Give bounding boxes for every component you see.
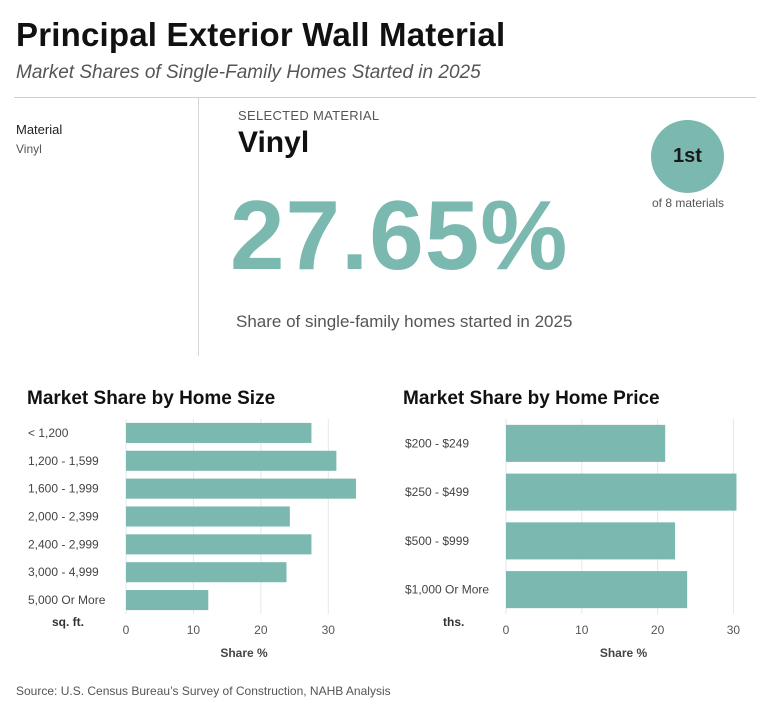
category-label: 1,600 - 1,999 (28, 482, 99, 496)
page-subtitle: Market Shares of Single-Family Homes Sta… (16, 62, 481, 83)
category-label: $500 - $999 (405, 534, 469, 548)
category-axis-label: sq. ft. (52, 615, 84, 629)
x-tick-label: 10 (187, 623, 201, 637)
x-axis-title: Share % (220, 646, 268, 660)
bar[interactable]: 1,600 - 1,999: 34.1 (126, 478, 356, 499)
category-label: 2,000 - 2,399 (28, 510, 99, 524)
x-tick-label: 30 (727, 623, 741, 637)
category-label: < 1,200 (28, 426, 69, 440)
home-size-bar-chart: 0 10 20 30 < 1,200 < 1,200: 27.5 1,200 - 1,599… (28, 419, 356, 660)
material-filter-label: Material (16, 122, 63, 137)
category-label: $250 - $499 (405, 485, 469, 499)
x-axis-title: Share % (600, 646, 648, 660)
bar[interactable]: 2,000 - 2,399: 24.3 (126, 506, 290, 527)
bar[interactable]: $200 - $249: 21 (506, 424, 666, 462)
x-tick-label: 0 (123, 623, 130, 637)
category-axis-label: ths. (443, 615, 464, 629)
bar[interactable]: $500 - $999: 22.3 (506, 522, 676, 560)
selected-share-value: 27.65% (230, 180, 569, 290)
page-title: Principal Exterior Wall Material (16, 16, 506, 53)
rank-value: 1st (673, 145, 702, 167)
x-tick-label: 20 (254, 623, 268, 637)
bar[interactable]: 5,000 Or More: 12.2 (126, 590, 209, 611)
category-label: 2,400 - 2,999 (28, 537, 99, 551)
header-divider (14, 97, 756, 98)
x-tick-label: 20 (651, 623, 665, 637)
category-label: 5,000 Or More (28, 593, 106, 607)
x-tick-label: 0 (503, 623, 510, 637)
category-label: 1,200 - 1,599 (28, 454, 99, 468)
selected-share-caption: Share of single-family homes started in … (236, 312, 573, 331)
x-tick-label: 30 (322, 623, 336, 637)
selected-material-label: SELECTED MATERIAL (238, 108, 380, 123)
x-tick-label: 10 (575, 623, 589, 637)
bar[interactable]: 3,000 - 4,999: 23.8 (126, 562, 287, 583)
bar[interactable]: $250 - $499: 30.4 (506, 473, 737, 511)
source-note: Source: U.S. Census Bureau’s Survey of C… (16, 684, 391, 698)
selected-material-name: Vinyl (238, 126, 310, 159)
home-size-chart-title: Market Share by Home Size (27, 388, 276, 409)
bar[interactable]: $1,000 Or More: 23.9 (506, 571, 688, 609)
home-price-bar-chart: 0 10 20 30 $200 - $249 $200 - $249: 21 $250 - … (405, 419, 741, 660)
bar[interactable]: 1,200 - 1,599: 31.2 (126, 450, 337, 471)
rank-badge: 1st (651, 120, 724, 193)
rank-caption: of 8 materials (651, 196, 725, 210)
category-label: 3,000 - 4,999 (28, 565, 99, 579)
category-label: $200 - $249 (405, 436, 469, 450)
bar[interactable]: 2,400 - 2,999: 27.5 (126, 534, 312, 555)
home-price-chart-title: Market Share by Home Price (403, 388, 660, 409)
category-label: $1,000 Or More (405, 583, 489, 597)
bar[interactable]: < 1,200: 27.5 (126, 422, 312, 443)
material-filter-value[interactable]: Vinyl (16, 142, 42, 156)
panel-divider (198, 98, 199, 356)
